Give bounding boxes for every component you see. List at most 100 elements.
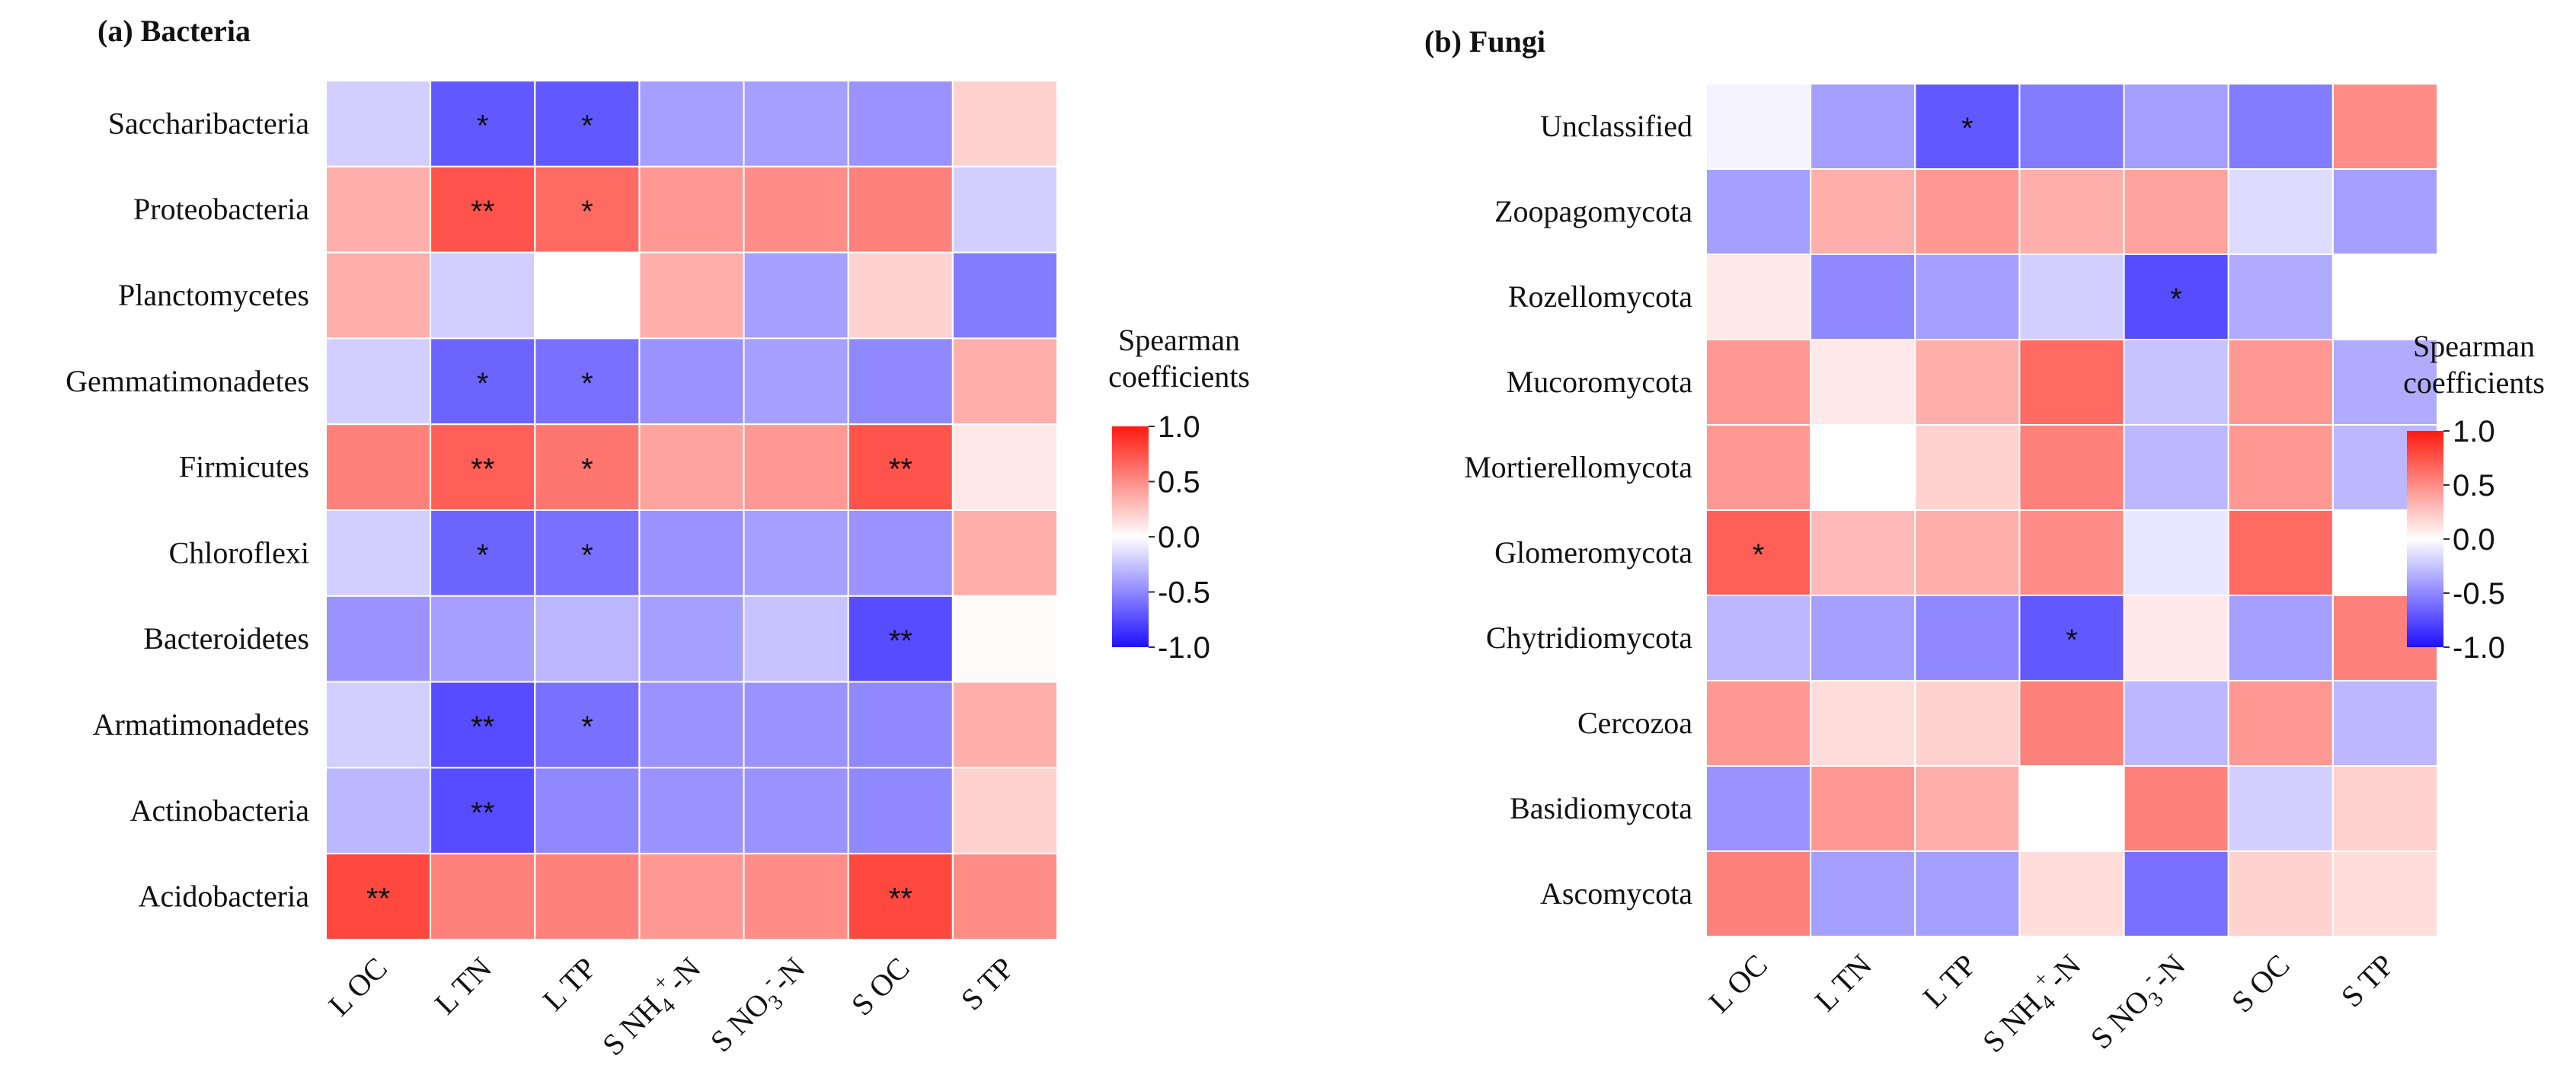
heatmap-cell	[1705, 339, 1812, 426]
row-label: Acidobacteria	[139, 879, 310, 914]
row-label: Proteobacteria	[133, 192, 309, 226]
heatmap-cell	[1810, 509, 1916, 596]
heatmap-cell	[951, 423, 1059, 512]
heatmap-cell	[638, 337, 745, 426]
column-label: S NO3--N	[2080, 944, 2196, 1060]
heatmap-cell	[2123, 680, 2229, 767]
row-label: Gemmatimonadetes	[66, 364, 309, 398]
heatmap-cell	[325, 251, 432, 340]
heatmap-cell	[847, 80, 954, 168]
heatmap-cell	[1810, 765, 1916, 852]
heatmap-cell	[1914, 850, 2021, 937]
heatmap-cell	[743, 251, 849, 340]
heatmap-cell	[2332, 83, 2438, 170]
heatmap-cell	[325, 423, 432, 512]
heatmap-cell	[534, 853, 641, 940]
heatmap-cell	[2332, 339, 2438, 426]
heatmap-cell	[1705, 254, 1812, 340]
heatmap-cell	[2123, 595, 2229, 681]
significance-mark: **	[889, 624, 912, 658]
heatmap-cell	[2123, 339, 2229, 426]
significance-mark: **	[889, 882, 912, 916]
legend-colorbar	[2407, 431, 2443, 647]
heatmap-cell	[2227, 168, 2334, 255]
row-label: Chloroflexi	[169, 535, 309, 570]
heatmap-cell	[2227, 509, 2334, 596]
heatmap-cell	[743, 767, 849, 855]
column-label: L OC	[1702, 948, 1774, 1019]
legend-tick-label: -1.0	[1158, 631, 1210, 665]
column-label: L TN	[1808, 948, 1878, 1018]
heatmap-cell	[2018, 765, 2125, 852]
heatmap-cell	[951, 80, 1059, 168]
heatmap-cell	[1914, 680, 2021, 767]
heatmap-cell	[1705, 595, 1812, 681]
heatmap-cell	[1914, 254, 2021, 340]
legend-tick-label: 0.5	[2453, 469, 2495, 503]
heatmap-cell	[847, 595, 954, 683]
legend-title: Spearman	[1118, 323, 1240, 357]
heatmap-cell	[2018, 168, 2125, 255]
heatmap-cell	[2123, 509, 2229, 596]
heatmap-cell	[951, 509, 1059, 597]
heatmap-cell	[2018, 595, 2125, 681]
significance-mark: **	[471, 195, 494, 228]
significance-mark: *	[581, 367, 593, 400]
heatmap-cell	[325, 165, 432, 254]
row-label: Chytridiomycota	[1486, 621, 1692, 655]
heatmap-cell	[2227, 254, 2334, 340]
heatmap-cell	[2227, 83, 2334, 170]
column-label: S TP	[2335, 948, 2401, 1014]
row-label: Mucoromycota	[1507, 365, 1693, 399]
column-label: S NH4+-N	[593, 947, 711, 1066]
heatmap-cell	[1914, 595, 2021, 681]
column-label: L TP	[1916, 948, 1983, 1015]
legend-tick-label: 0.0	[2453, 523, 2495, 557]
legend-tick-label: -1.0	[2453, 631, 2505, 665]
significance-mark: *	[477, 538, 489, 572]
heatmap-cell	[534, 767, 641, 855]
column-label: L TN	[428, 951, 498, 1021]
row-label: Unclassified	[1540, 109, 1692, 143]
heatmap-cell	[2018, 424, 2125, 511]
heatmap-cell	[534, 423, 641, 512]
heatmap-cell	[743, 337, 849, 426]
legend-title: coefficients	[2403, 365, 2545, 400]
heatmap-cell	[951, 251, 1059, 340]
heatmap-cell	[638, 251, 745, 340]
row-label: Planctomycetes	[118, 278, 309, 312]
row-label: Actinobacteria	[130, 793, 310, 828]
heatmap-cell	[847, 509, 954, 597]
heatmap-cell	[325, 337, 432, 426]
legend-title: coefficients	[1108, 359, 1250, 394]
significance-mark: *	[2066, 624, 2078, 657]
legend-tick-label: 0.0	[1158, 521, 1200, 554]
heatmap-cell	[2018, 339, 2125, 426]
row-label: Mortierellomycota	[1464, 450, 1692, 484]
heatmap-cell	[2018, 509, 2125, 596]
heatmap-cell	[847, 251, 954, 340]
heatmap-cell	[1810, 339, 1916, 426]
heatmap-cell	[951, 767, 1059, 855]
significance-mark: **	[471, 796, 494, 830]
significance-mark: *	[1961, 112, 1974, 145]
significance-mark: *	[581, 453, 593, 487]
row-label: Zoopagomycota	[1494, 194, 1692, 228]
row-label: Basidiomycota	[1510, 791, 1692, 825]
heatmap-cell	[1914, 168, 2021, 255]
column-label: S TP	[954, 951, 1021, 1017]
heatmap-cell	[2018, 680, 2125, 767]
heatmap-cell	[325, 80, 432, 168]
heatmap-cell	[1810, 850, 1916, 937]
heatmap-cell	[1705, 765, 1812, 852]
heatmap-cell	[951, 681, 1059, 769]
row-label: Bacteroidetes	[143, 621, 309, 656]
heatmap-cell	[325, 509, 432, 597]
heatmap-cell	[2332, 850, 2438, 937]
heatmap-cell	[430, 80, 536, 168]
heatmap-cell	[2018, 254, 2125, 340]
heatmap-cell	[847, 165, 954, 254]
heatmap-cell	[430, 595, 536, 683]
heatmap-cell	[2227, 765, 2334, 852]
heatmap-cell	[325, 681, 432, 769]
